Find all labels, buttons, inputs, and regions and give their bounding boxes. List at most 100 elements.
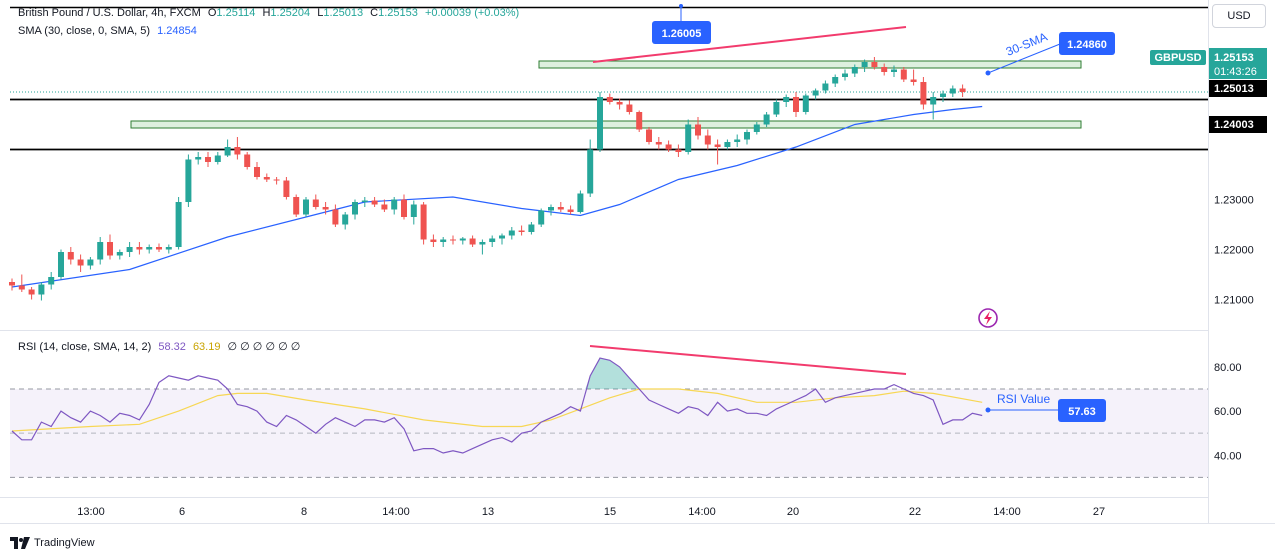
candle-up[interactable]: [773, 102, 780, 115]
candle-up[interactable]: [812, 90, 819, 96]
candle-up[interactable]: [116, 252, 123, 256]
candle-down[interactable]: [675, 149, 682, 153]
rsi-callout[interactable]: [1058, 399, 1106, 422]
candle-down[interactable]: [420, 204, 427, 240]
candle-up[interactable]: [87, 259, 94, 266]
candle-down[interactable]: [616, 102, 623, 105]
candle-up[interactable]: [842, 73, 848, 78]
candle-up[interactable]: [303, 199, 309, 215]
candle-down[interactable]: [557, 207, 564, 210]
candle-down[interactable]: [332, 209, 339, 225]
candle-up[interactable]: [48, 277, 55, 285]
candle-up[interactable]: [214, 155, 221, 163]
candle-up[interactable]: [528, 224, 535, 233]
candle-down[interactable]: [244, 154, 251, 168]
candle-up[interactable]: [822, 83, 829, 91]
candle-down[interactable]: [793, 97, 799, 112]
candle-down[interactable]: [312, 199, 319, 208]
candle-up[interactable]: [940, 93, 946, 98]
candle-down[interactable]: [273, 179, 280, 181]
candle-up[interactable]: [538, 210, 545, 225]
candle-up[interactable]: [126, 247, 133, 252]
candle-up[interactable]: [499, 235, 505, 239]
candle-up[interactable]: [891, 69, 897, 73]
candle-up[interactable]: [587, 149, 594, 194]
candle-down[interactable]: [518, 230, 525, 233]
candle-down[interactable]: [626, 104, 633, 113]
candle-down[interactable]: [714, 144, 721, 148]
candle-up[interactable]: [861, 62, 868, 67]
candle-up[interactable]: [58, 252, 64, 277]
candle-down[interactable]: [67, 252, 74, 260]
candle-up[interactable]: [352, 202, 358, 215]
candle-up[interactable]: [685, 124, 692, 153]
candle-up[interactable]: [165, 247, 172, 250]
candle-down[interactable]: [636, 112, 643, 130]
candle-up[interactable]: [744, 132, 750, 140]
candle-down[interactable]: [567, 209, 574, 213]
candle-down[interactable]: [371, 200, 378, 205]
candle-down[interactable]: [136, 247, 143, 250]
candle-up[interactable]: [391, 199, 398, 210]
candle-up[interactable]: [930, 97, 937, 105]
candle-down[interactable]: [283, 180, 290, 198]
candle-down[interactable]: [655, 142, 662, 145]
candle-down[interactable]: [646, 129, 652, 143]
candle-down[interactable]: [401, 199, 407, 218]
candle-up[interactable]: [479, 242, 486, 245]
candle-up[interactable]: [508, 230, 515, 236]
candle-up[interactable]: [175, 202, 182, 247]
candle-up[interactable]: [832, 77, 839, 84]
lightning-icon[interactable]: [978, 308, 998, 328]
candle-up[interactable]: [851, 67, 858, 74]
candle-up[interactable]: [597, 97, 603, 150]
candle-down[interactable]: [871, 62, 878, 67]
price-divergence-line[interactable]: [592, 26, 907, 63]
candle-up[interactable]: [459, 238, 466, 241]
candle-down[interactable]: [900, 69, 907, 80]
sma-30-line[interactable]: [11, 105, 983, 288]
candle-down[interactable]: [381, 204, 388, 210]
candle-down[interactable]: [293, 197, 300, 215]
candle-down[interactable]: [28, 289, 35, 295]
candle-up[interactable]: [440, 239, 447, 243]
ticker-tag[interactable]: [1150, 50, 1206, 65]
candle-up[interactable]: [195, 157, 202, 160]
candle-up[interactable]: [763, 114, 770, 125]
sma-callout[interactable]: [1059, 32, 1115, 55]
currency-button[interactable]: USD: [1212, 4, 1266, 28]
candle-down[interactable]: [881, 67, 888, 72]
candle-up[interactable]: [724, 142, 731, 147]
candle-down[interactable]: [18, 285, 25, 290]
candle-down[interactable]: [665, 144, 672, 150]
candle-up[interactable]: [548, 207, 554, 211]
candle-down[interactable]: [205, 157, 211, 162]
candle-down[interactable]: [695, 124, 701, 136]
candle-up[interactable]: [949, 88, 956, 94]
candle-down[interactable]: [920, 82, 927, 105]
candle-down[interactable]: [469, 238, 476, 245]
resistance-callout[interactable]: [652, 21, 711, 44]
tradingview-brand[interactable]: TradingView: [10, 534, 95, 552]
candle-down[interactable]: [704, 135, 711, 145]
candle-down[interactable]: [430, 239, 437, 243]
candle-up[interactable]: [146, 247, 153, 250]
candle-up[interactable]: [577, 193, 584, 213]
candle-up[interactable]: [734, 139, 741, 143]
candle-up[interactable]: [783, 97, 790, 102]
candle-down[interactable]: [234, 147, 241, 155]
candle-down[interactable]: [959, 88, 966, 93]
candle-up[interactable]: [38, 284, 45, 295]
candle-down[interactable]: [107, 242, 113, 256]
candle-down[interactable]: [77, 259, 84, 266]
candle-down[interactable]: [9, 282, 15, 286]
candle-down[interactable]: [450, 239, 456, 241]
candle-down[interactable]: [156, 247, 162, 250]
candle-up[interactable]: [361, 200, 368, 203]
candle-up[interactable]: [802, 95, 809, 113]
candle-down[interactable]: [263, 177, 270, 180]
candle-down[interactable]: [910, 79, 917, 83]
candles-group[interactable]: [9, 57, 966, 301]
rsi-divergence-line[interactable]: [589, 345, 907, 375]
